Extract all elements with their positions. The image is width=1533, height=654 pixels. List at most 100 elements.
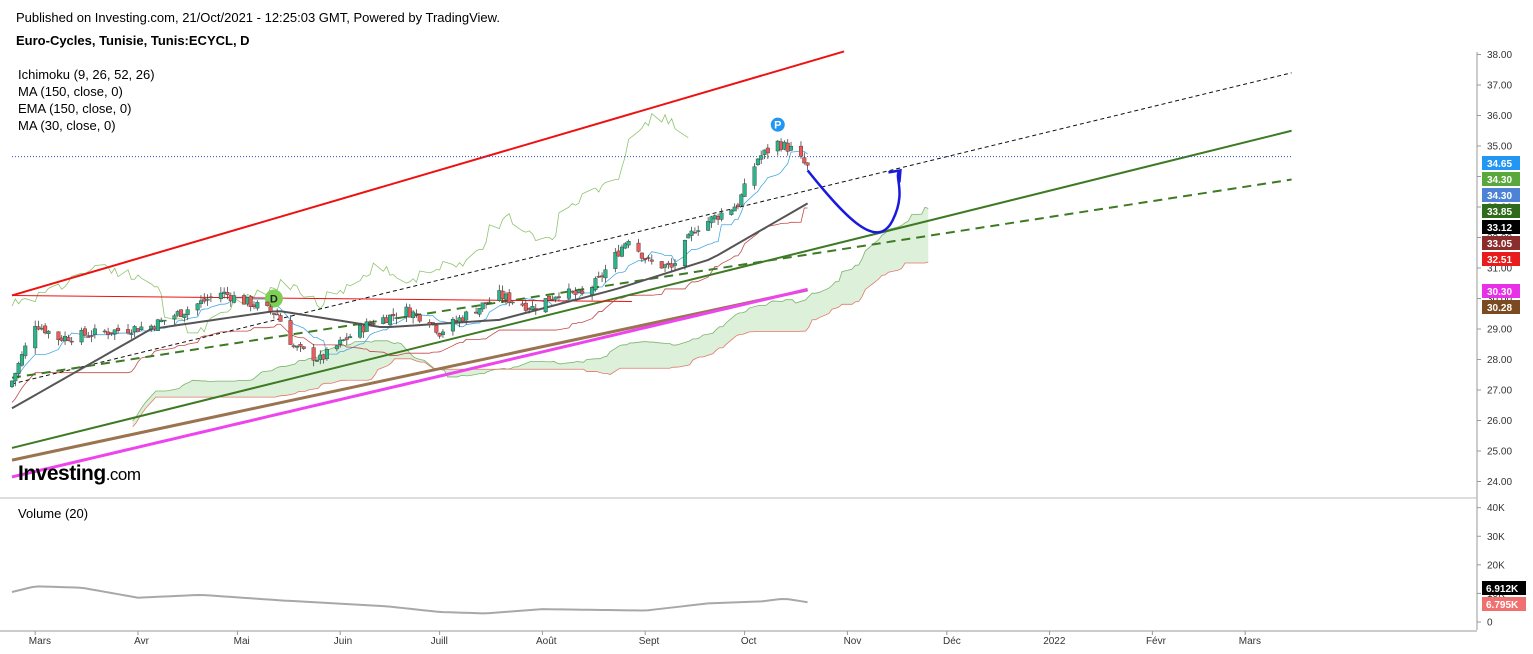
candle-body [503,293,508,300]
candle-body [543,298,548,313]
price-tag-bg [1482,300,1520,314]
candle-body [13,372,18,382]
senkou-span-b [132,261,929,428]
candle-body [39,327,44,330]
candle-body [275,313,280,316]
candle-body [9,380,14,387]
x-tick-label: Avr [134,636,149,647]
candles [9,138,810,389]
candle-body [159,319,164,322]
candle-body [719,212,724,220]
candle-body [175,311,180,316]
candle-body [126,329,131,334]
candle-body [59,337,64,341]
candle-body [616,250,621,257]
candle-body [245,297,250,305]
indicator-ma30[interactable]: MA (30, close, 0) [18,118,116,133]
candle-body [218,292,223,300]
candle-body [79,330,84,343]
candle-body [344,337,349,340]
candle-body [440,331,445,335]
y-tick-label: 30.00 [1487,294,1512,305]
candle-body [716,216,721,220]
price-tag-bg [1482,172,1520,186]
price-tag-label: 33.12 [1487,223,1512,234]
x-tick-label: 2022 [1043,636,1066,647]
candle-body [649,259,654,262]
x-tick-label: Oct [741,636,757,647]
candle-body [497,290,502,301]
candle-body [603,269,608,279]
candle-body [507,292,512,303]
volume-tag-bg [1482,597,1526,611]
candle-body [510,301,515,304]
candle-body [573,290,578,295]
candle-body [202,298,207,302]
candle-body [596,276,601,278]
candle-body [696,230,701,232]
candle-body [69,340,74,343]
candle-body [798,145,803,157]
y-tick-label: 27.00 [1487,386,1512,397]
price-tag-label: 32.51 [1487,255,1512,266]
candle-body [185,309,190,315]
candle-body [36,326,41,330]
candle-body [152,326,157,330]
price-tag-label: 34.30 [1487,191,1512,202]
price-tag: 34.30 [1482,172,1520,186]
cloud-fill [132,207,929,427]
candle-body [311,347,316,361]
candle-body [318,354,323,361]
projection-arrowhead [888,168,902,183]
candle-body [248,296,253,307]
x-tick-label: Mars [1239,636,1261,647]
price-tag-label: 30.28 [1487,303,1512,314]
candle-body [89,335,94,337]
candle-body [43,325,48,334]
candle-body [437,333,442,337]
indicator-ema150[interactable]: EMA (150, close, 0) [18,101,132,116]
candle-body [480,302,485,310]
indicator-ichimoku[interactable]: Ichimoku (9, 26, 52, 26) [18,67,155,82]
volume-label[interactable]: Volume (20) [18,506,89,521]
candle-body [23,345,28,357]
candle-body [553,296,558,300]
marker-p-circle [770,117,785,132]
price-tag-label: 30.30 [1487,287,1512,298]
candle-body [16,363,21,374]
volume-tag-label: 6.912K [1486,584,1519,595]
candle-body [381,317,386,325]
volume-panel [11,585,808,615]
candle-body [706,221,711,231]
price-tag: 32.51 [1482,252,1520,266]
y-tick-label: 26.00 [1487,416,1512,427]
candle-body [759,155,764,160]
candle-body [361,325,366,333]
price-tag-bg [1482,188,1520,202]
candle-body [686,234,691,239]
price-tag-bg [1482,204,1520,218]
candle-body [619,246,624,257]
candle-body [278,315,283,322]
candle-body [182,313,187,318]
x-tick-label: Mai [234,636,250,647]
candle-body [116,327,121,331]
candle-body [205,298,210,301]
published-note: Published on Investing.com, 21/Oct/2021 … [16,10,500,25]
candle-body [556,296,561,298]
candle-body [477,307,482,315]
candle-body [129,333,134,335]
candle-body [666,262,671,266]
candle-body [66,337,71,341]
candle-body [255,302,260,309]
indicator-ma150[interactable]: MA (150, close, 0) [18,84,123,99]
candle-body [427,322,432,325]
candle-body [225,292,230,296]
candle-body [198,300,203,304]
price-tag-bg [1482,156,1520,170]
candle-body [404,306,409,317]
logo-suffix: .com [105,465,141,484]
candle-body [139,326,144,330]
marker-p: P [770,117,785,132]
